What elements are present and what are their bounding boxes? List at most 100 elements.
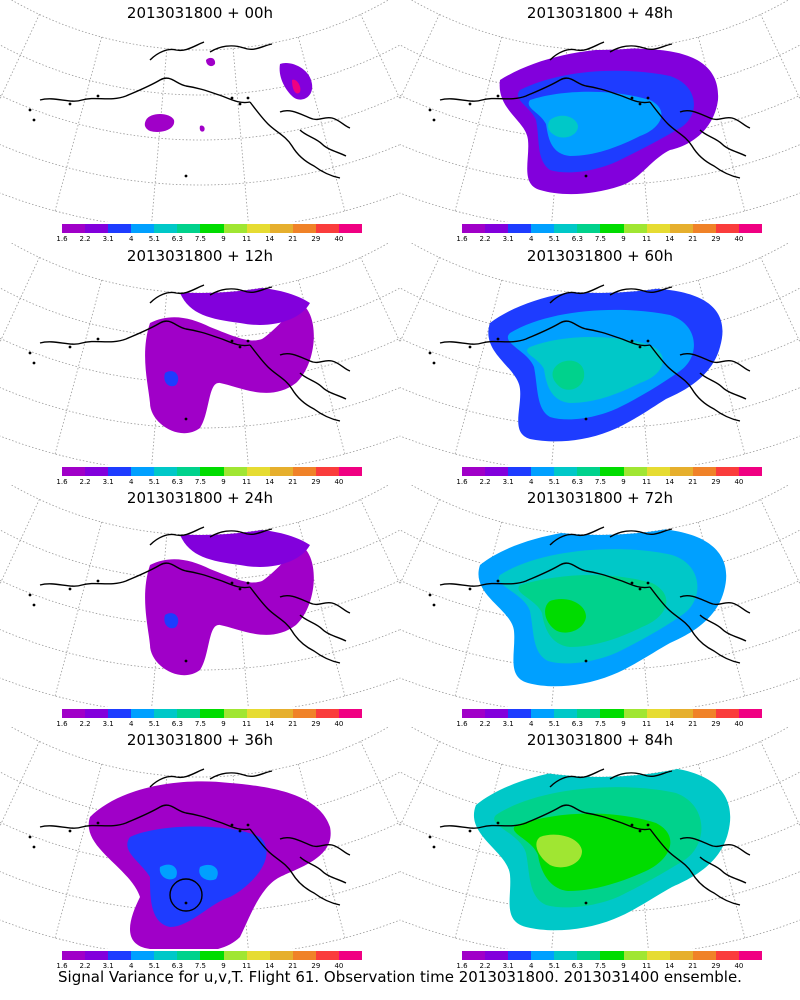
colorbar-swatch: [715, 709, 739, 718]
colorbar-label: 4: [128, 478, 134, 486]
variance-contour: [552, 360, 585, 390]
colorbar-label: 7.5: [594, 478, 607, 486]
map-panel: 2013031800 + 84h 1.6 2.2 3.1 4 5.1 6.3 7.5 9 11 14…: [400, 727, 800, 970]
colorbar-label: 14: [665, 962, 675, 970]
colorbar-label: 14: [665, 720, 675, 728]
colorbar-label: 9: [621, 962, 626, 970]
variance-contour: [513, 813, 671, 891]
colorbar-swatch: [85, 951, 109, 960]
colorbar-labels: 1.6 2.2 3.1 4 5.1 6.3 7.5 9 11 14 21 29 40: [456, 235, 762, 245]
colorbar-label: 6.3: [171, 235, 183, 243]
colorbar-label: 1.6: [456, 962, 468, 970]
colorbar-labels: 1.6 2.2 3.1 4 5.1 6.3 7.5 9 11 14 21 29 40: [56, 720, 362, 730]
colorbar-swatch: [338, 224, 363, 233]
colorbar: [462, 467, 763, 476]
colorbar-label: 7.5: [594, 720, 607, 728]
colorbar-label: 4: [528, 235, 534, 243]
colorbar-swatch: [462, 951, 486, 960]
variance-field: [478, 527, 727, 687]
colorbar-label: 7.5: [594, 235, 607, 243]
colorbar-swatch: [292, 224, 316, 233]
colorbar-label: 14: [265, 478, 275, 486]
colorbar-label: 11: [242, 478, 252, 486]
colorbar-swatch: [669, 709, 693, 718]
colorbar-swatch: [692, 224, 716, 233]
colorbar-label: 3.1: [102, 235, 114, 243]
colorbar-label: 7.5: [194, 962, 207, 970]
colorbar-label: 11: [642, 235, 652, 243]
polar-map: [400, 0, 800, 222]
colorbar-swatch: [508, 951, 532, 960]
colorbar-swatch: [62, 467, 86, 476]
colorbar-swatch: [131, 951, 155, 960]
colorbar-swatch: [531, 951, 555, 960]
colorbar-label: 9: [621, 235, 626, 243]
colorbar-label: 2.2: [479, 235, 491, 243]
colorbar-swatch: [154, 951, 178, 960]
colorbar-swatch: [315, 467, 339, 476]
colorbar-label: 40: [334, 720, 344, 728]
colorbar-swatch: [623, 467, 647, 476]
colorbar-label: 5.1: [148, 962, 160, 970]
highlight-circle: [169, 878, 203, 912]
colorbar-label: 6.3: [171, 962, 183, 970]
variance-contour: [144, 114, 175, 132]
colorbar-label: 9: [621, 720, 626, 728]
colorbar-swatch: [692, 709, 716, 718]
map-panel: 2013031800 + 24h 1.6 2.2 3.1 4 5.1 6.3 7.5 9 11 14…: [0, 485, 400, 728]
colorbar-label: 21: [288, 478, 298, 486]
colorbar-label: 4: [528, 478, 534, 486]
variance-contour: [199, 864, 218, 881]
colorbar-swatch: [315, 224, 339, 233]
colorbar-swatch: [223, 224, 247, 233]
colorbar-label: 1.6: [56, 962, 68, 970]
colorbar-label: 3.1: [502, 720, 514, 728]
colorbar-swatch: [623, 951, 647, 960]
colorbar-label: 11: [642, 720, 652, 728]
colorbar: [462, 224, 763, 233]
colorbar-swatch: [315, 709, 339, 718]
colorbar-label: 29: [711, 962, 721, 970]
variance-contour: [536, 834, 582, 868]
colorbar-swatch: [715, 467, 739, 476]
colorbar-swatch: [462, 709, 486, 718]
panel-title: 2013031800 + 24h: [126, 489, 274, 507]
colorbar-swatch: [200, 709, 224, 718]
coastline: [428, 768, 751, 906]
colorbar-swatch: [108, 951, 132, 960]
colorbar-label: 29: [311, 478, 321, 486]
variance-contour: [545, 598, 586, 633]
colorbar-swatch: [200, 467, 224, 476]
colorbar-label: 6.3: [171, 720, 183, 728]
colorbar: [462, 951, 763, 960]
colorbar-swatch: [338, 467, 363, 476]
polar-map: [0, 727, 400, 949]
colorbar-swatch: [154, 709, 178, 718]
colorbar-swatch: [669, 951, 693, 960]
colorbar-label: 1.6: [56, 478, 68, 486]
colorbar-label: 7.5: [194, 235, 207, 243]
colorbar-labels: 1.6 2.2 3.1 4 5.1 6.3 7.5 9 11 14 21 29 40: [456, 720, 762, 730]
colorbar-label: 4: [528, 720, 534, 728]
colorbar-swatch: [200, 224, 224, 233]
colorbar-label: 5.1: [548, 235, 560, 243]
colorbar-label: 2.2: [479, 720, 491, 728]
colorbar-swatch: [462, 224, 486, 233]
colorbar-label: 1.6: [56, 235, 68, 243]
colorbar-swatch: [646, 709, 670, 718]
colorbar-swatch: [269, 467, 293, 476]
colorbar-swatch: [531, 224, 555, 233]
colorbar-label: 29: [711, 720, 721, 728]
colorbar-label: 11: [242, 962, 252, 970]
variance-contour: [180, 528, 310, 567]
colorbar-label: 3.1: [502, 962, 514, 970]
map-panel: 2013031800 + 72h 1.6 2.2 3.1 4 5.1 6.3 7.5 9 11 14…: [400, 485, 800, 728]
colorbar-label: 9: [221, 235, 226, 243]
coastline: [428, 526, 751, 664]
colorbar-swatch: [131, 467, 155, 476]
colorbar-label: 14: [265, 720, 275, 728]
lat-lon-grid: [0, 0, 400, 222]
colorbar-swatch: [669, 467, 693, 476]
colorbar-label: 29: [311, 720, 321, 728]
colorbar-labels: 1.6 2.2 3.1 4 5.1 6.3 7.5 9 11 14 21 29 40: [456, 962, 762, 972]
